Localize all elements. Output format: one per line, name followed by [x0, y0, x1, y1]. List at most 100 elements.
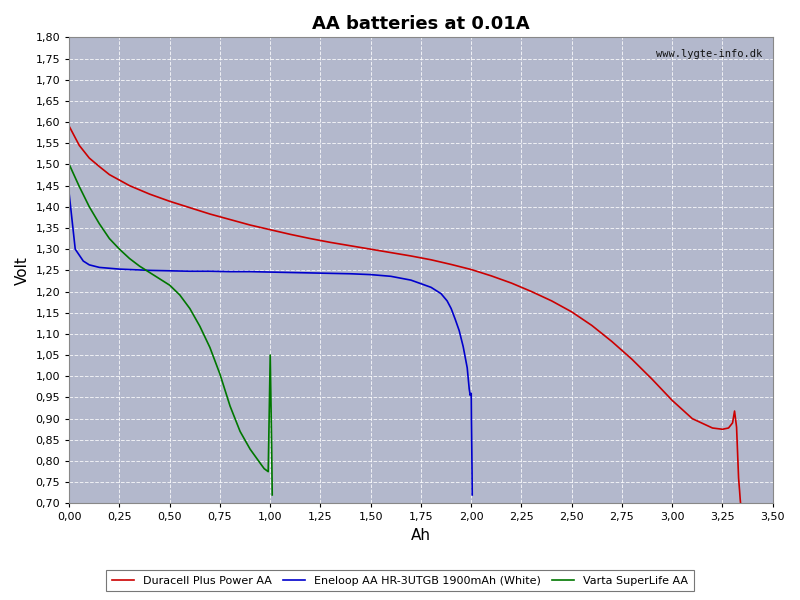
Eneloop AA HR-3UTGB 1900mAh (White)	[454, 327, 464, 334]
Varta SuperLife AA	[114, 245, 124, 253]
Duracell Plus Power AA	[326, 239, 335, 246]
Varta SuperLife AA	[266, 352, 275, 359]
Duracell Plus Power AA	[74, 142, 84, 149]
Duracell Plus Power AA	[85, 154, 94, 161]
Duracell Plus Power AA	[266, 226, 275, 233]
Line: Eneloop AA HR-3UTGB 1900mAh (White): Eneloop AA HR-3UTGB 1900mAh (White)	[70, 194, 472, 495]
Duracell Plus Power AA	[286, 231, 295, 238]
X-axis label: Ah: Ah	[411, 528, 431, 543]
Varta SuperLife AA	[125, 255, 134, 262]
Eneloop AA HR-3UTGB 1900mAh (White)	[286, 269, 295, 276]
Duracell Plus Power AA	[145, 191, 154, 198]
Duracell Plus Power AA	[426, 256, 436, 263]
Eneloop AA HR-3UTGB 1900mAh (White)	[406, 277, 416, 284]
Y-axis label: Volt: Volt	[15, 256, 30, 285]
Duracell Plus Power AA	[734, 475, 743, 482]
Varta SuperLife AA	[134, 263, 144, 270]
Varta SuperLife AA	[105, 235, 114, 242]
Duracell Plus Power AA	[386, 249, 396, 256]
Eneloop AA HR-3UTGB 1900mAh (White)	[436, 290, 446, 297]
Duracell Plus Power AA	[506, 280, 516, 287]
Eneloop AA HR-3UTGB 1900mAh (White)	[442, 297, 452, 304]
Eneloop AA HR-3UTGB 1900mAh (White)	[458, 343, 468, 350]
Eneloop AA HR-3UTGB 1900mAh (White)	[462, 364, 472, 371]
Eneloop AA HR-3UTGB 1900mAh (White)	[386, 273, 396, 280]
Duracell Plus Power AA	[165, 198, 174, 205]
Line: Varta SuperLife AA: Varta SuperLife AA	[70, 164, 272, 495]
Duracell Plus Power AA	[486, 272, 496, 280]
Varta SuperLife AA	[175, 292, 185, 299]
Duracell Plus Power AA	[526, 288, 536, 295]
Duracell Plus Power AA	[125, 182, 134, 189]
Varta SuperLife AA	[235, 428, 245, 435]
Eneloop AA HR-3UTGB 1900mAh (White)	[185, 268, 194, 275]
Eneloop AA HR-3UTGB 1900mAh (White)	[450, 316, 460, 323]
Varta SuperLife AA	[185, 305, 194, 312]
Varta SuperLife AA	[267, 440, 277, 448]
Text: www.lygte-info.dk: www.lygte-info.dk	[656, 49, 762, 59]
Duracell Plus Power AA	[627, 356, 637, 363]
Duracell Plus Power AA	[185, 204, 194, 211]
Duracell Plus Power AA	[406, 253, 416, 260]
Eneloop AA HR-3UTGB 1900mAh (White)	[467, 449, 477, 456]
Duracell Plus Power AA	[735, 496, 745, 503]
Varta SuperLife AA	[246, 446, 255, 453]
Eneloop AA HR-3UTGB 1900mAh (White)	[105, 265, 114, 272]
Varta SuperLife AA	[85, 203, 94, 211]
Varta SuperLife AA	[65, 161, 74, 168]
Duracell Plus Power AA	[466, 266, 476, 273]
Duracell Plus Power AA	[346, 242, 355, 250]
Eneloop AA HR-3UTGB 1900mAh (White)	[467, 491, 477, 499]
Duracell Plus Power AA	[667, 397, 677, 404]
Duracell Plus Power AA	[732, 424, 742, 431]
Eneloop AA HR-3UTGB 1900mAh (White)	[366, 271, 375, 278]
Varta SuperLife AA	[267, 475, 277, 482]
Eneloop AA HR-3UTGB 1900mAh (White)	[226, 268, 235, 275]
Eneloop AA HR-3UTGB 1900mAh (White)	[467, 432, 477, 439]
Duracell Plus Power AA	[587, 322, 597, 329]
Eneloop AA HR-3UTGB 1900mAh (White)	[466, 415, 476, 422]
Eneloop AA HR-3UTGB 1900mAh (White)	[466, 392, 475, 399]
Eneloop AA HR-3UTGB 1900mAh (White)	[114, 266, 124, 273]
Eneloop AA HR-3UTGB 1900mAh (White)	[426, 284, 436, 291]
Duracell Plus Power AA	[730, 407, 739, 415]
Eneloop AA HR-3UTGB 1900mAh (White)	[205, 268, 214, 275]
Varta SuperLife AA	[267, 491, 277, 499]
Eneloop AA HR-3UTGB 1900mAh (White)	[467, 468, 477, 475]
Duracell Plus Power AA	[734, 487, 744, 494]
Eneloop AA HR-3UTGB 1900mAh (White)	[346, 270, 355, 277]
Eneloop AA HR-3UTGB 1900mAh (White)	[78, 257, 88, 265]
Duracell Plus Power AA	[733, 449, 742, 456]
Duracell Plus Power AA	[687, 415, 697, 422]
Eneloop AA HR-3UTGB 1900mAh (White)	[145, 267, 154, 274]
Duracell Plus Power AA	[708, 424, 718, 431]
Eneloop AA HR-3UTGB 1900mAh (White)	[85, 261, 94, 268]
Duracell Plus Power AA	[94, 163, 104, 170]
Duracell Plus Power AA	[567, 308, 577, 316]
Varta SuperLife AA	[266, 415, 276, 422]
Varta SuperLife AA	[259, 465, 269, 472]
Duracell Plus Power AA	[105, 171, 114, 178]
Eneloop AA HR-3UTGB 1900mAh (White)	[246, 268, 255, 275]
Duracell Plus Power AA	[736, 500, 746, 507]
Varta SuperLife AA	[155, 275, 165, 283]
Varta SuperLife AA	[94, 220, 104, 227]
Varta SuperLife AA	[255, 460, 265, 467]
Eneloop AA HR-3UTGB 1900mAh (White)	[125, 266, 134, 273]
Varta SuperLife AA	[215, 371, 225, 378]
Duracell Plus Power AA	[366, 245, 375, 253]
Duracell Plus Power AA	[205, 211, 214, 218]
Varta SuperLife AA	[263, 468, 273, 475]
Eneloop AA HR-3UTGB 1900mAh (White)	[306, 269, 315, 277]
Duracell Plus Power AA	[607, 338, 617, 345]
Eneloop AA HR-3UTGB 1900mAh (White)	[94, 264, 104, 271]
Duracell Plus Power AA	[647, 376, 657, 383]
Varta SuperLife AA	[267, 457, 277, 464]
Eneloop AA HR-3UTGB 1900mAh (White)	[465, 385, 474, 392]
Varta SuperLife AA	[195, 323, 205, 330]
Duracell Plus Power AA	[547, 297, 557, 304]
Title: AA batteries at 0.01A: AA batteries at 0.01A	[312, 15, 530, 33]
Duracell Plus Power AA	[728, 419, 738, 427]
Duracell Plus Power AA	[446, 261, 456, 268]
Varta SuperLife AA	[165, 281, 174, 289]
